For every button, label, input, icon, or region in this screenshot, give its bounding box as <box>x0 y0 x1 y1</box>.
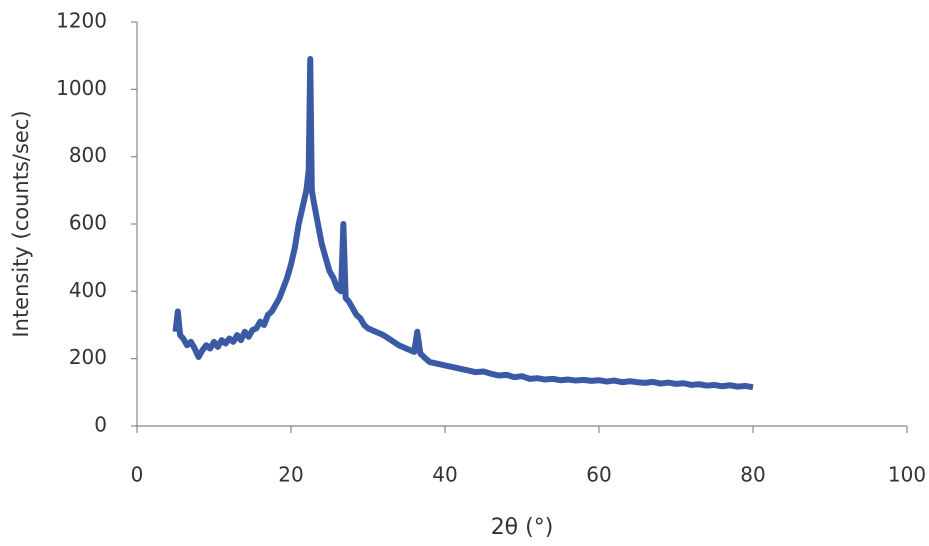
x-tick-label: 60 <box>586 463 611 487</box>
x-tick-label: 20 <box>278 463 303 487</box>
y-tick-label: 600 <box>69 211 107 235</box>
x-tick-label: 100 <box>888 463 926 487</box>
data-line <box>176 59 754 387</box>
x-tick-label: 0 <box>131 463 144 487</box>
y-tick-label: 800 <box>69 143 107 167</box>
x-tick-label: 80 <box>740 463 765 487</box>
y-axis-label: Intensity (counts/sec) <box>9 110 33 337</box>
x-tick-label: 40 <box>432 463 457 487</box>
y-tick-label: 0 <box>94 413 107 437</box>
y-tick-label: 200 <box>69 345 107 369</box>
y-tick-label: 1000 <box>56 76 107 100</box>
y-tick-label: 1200 <box>56 9 107 33</box>
x-axis-label: 2θ (°) <box>491 515 554 540</box>
chart: 2θ (°) Intensity (counts/sec) 0200400600… <box>0 0 929 546</box>
y-tick-label: 400 <box>69 278 107 302</box>
